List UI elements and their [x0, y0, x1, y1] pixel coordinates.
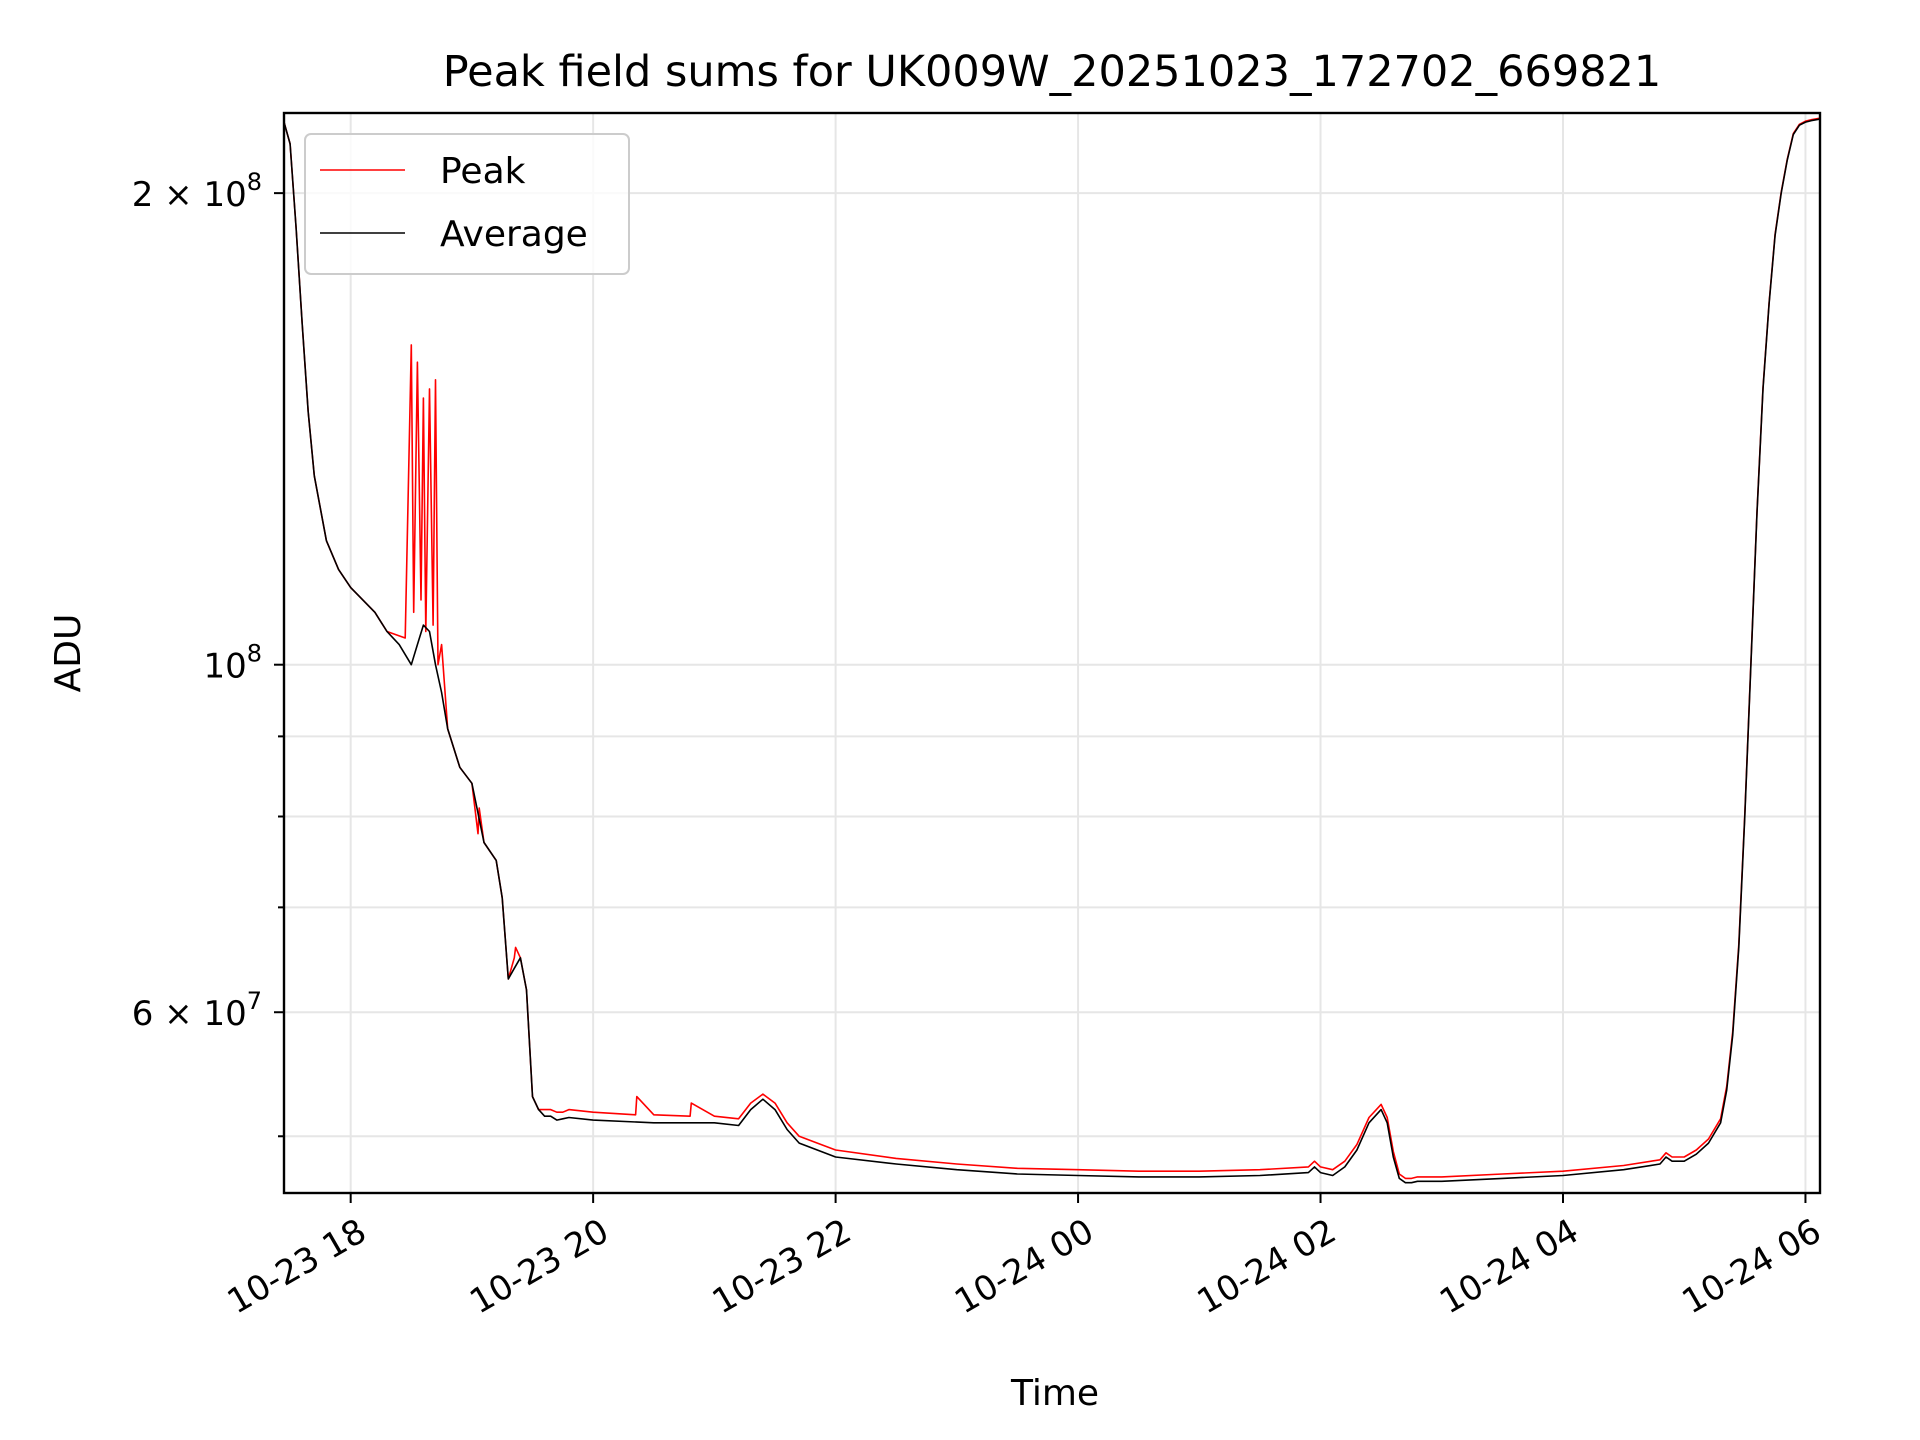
legend-label-peak: Peak: [440, 151, 526, 192]
legend-box: [304, 133, 630, 275]
series-line-average: [283, 118, 1821, 1184]
y-axis: 6 × 107 108 2 × 108: [132, 168, 284, 1138]
y-axis-label: ADU: [48, 614, 89, 693]
y-tick-label: 6 × 107: [132, 987, 262, 1034]
legend-label-average: Average: [440, 214, 588, 255]
y-tick-label: 2 × 108: [132, 168, 262, 215]
chart-title: Peak field sums for UK009W_20251023_1727…: [443, 47, 1662, 97]
x-axis-label: Time: [1010, 1373, 1099, 1414]
legend: Peak Average: [304, 133, 630, 275]
grid: [284, 113, 1820, 1193]
y-tick-label: 108: [203, 640, 262, 687]
series-group: [283, 117, 1821, 1184]
series-line-peak: [283, 117, 1821, 1180]
plot-frame: [282, 111, 1822, 1195]
